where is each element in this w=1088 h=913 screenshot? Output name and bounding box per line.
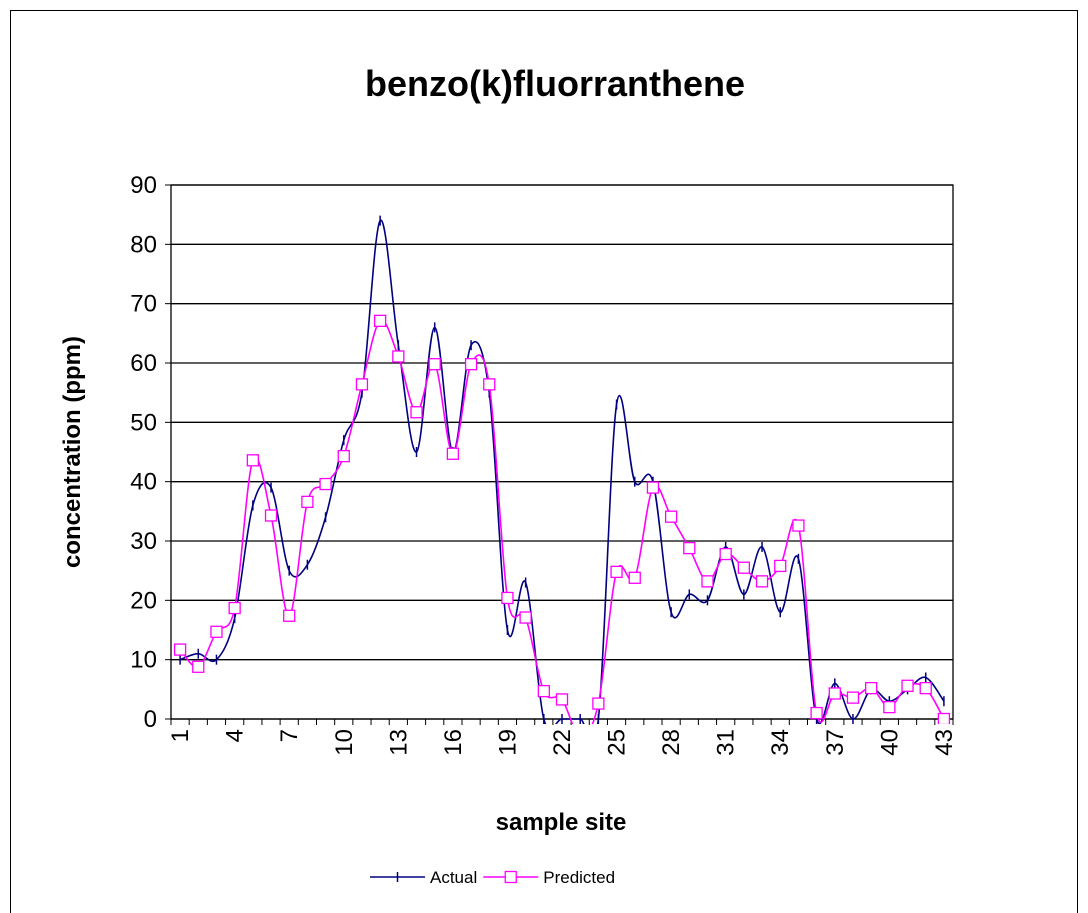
marker xyxy=(446,447,460,460)
marker xyxy=(792,519,805,532)
y-axis-label: concentration (ppm) xyxy=(59,336,86,568)
marker xyxy=(664,510,678,523)
y-tick-label: 80 xyxy=(130,231,157,258)
x-tick-label: 40 xyxy=(876,729,903,756)
marker xyxy=(592,697,605,710)
marker xyxy=(192,660,205,673)
x-tick-label: 37 xyxy=(822,729,849,756)
marker xyxy=(337,450,350,463)
marker xyxy=(865,681,878,695)
series-line xyxy=(179,219,945,724)
marker xyxy=(519,611,532,624)
marker xyxy=(755,575,769,588)
marker xyxy=(501,591,514,605)
marker xyxy=(901,679,914,692)
marker xyxy=(919,681,932,695)
marker xyxy=(392,350,405,363)
marker xyxy=(283,609,296,622)
plot-area xyxy=(171,185,953,719)
marker xyxy=(355,378,369,391)
marker xyxy=(301,495,314,508)
y-tick-label: 30 xyxy=(130,528,157,555)
marker xyxy=(210,625,223,638)
y-tick-label: 10 xyxy=(130,647,157,674)
marker xyxy=(537,684,550,698)
marker xyxy=(828,687,841,700)
plot-series xyxy=(173,215,951,724)
marker xyxy=(246,454,259,467)
marker xyxy=(610,565,623,579)
x-tick-label: 34 xyxy=(767,729,794,756)
marker xyxy=(555,693,569,706)
x-tick-label: 25 xyxy=(604,729,631,756)
marker xyxy=(937,712,951,724)
marker xyxy=(373,314,387,328)
x-tick-label: 43 xyxy=(931,729,958,756)
y-tick-label: 70 xyxy=(130,291,157,318)
x-tick-label: 7 xyxy=(276,729,303,742)
legend-label: Predicted xyxy=(543,868,615,887)
legend-marker xyxy=(504,870,517,884)
x-tick-label: 10 xyxy=(331,729,358,756)
y-tick-label: 50 xyxy=(130,409,157,436)
marker xyxy=(701,575,714,588)
marker xyxy=(846,691,860,704)
x-tick-label: 22 xyxy=(549,729,576,756)
x-tick-label: 1 xyxy=(167,729,194,742)
y-tick-label: 60 xyxy=(130,350,157,377)
x-tick-label: 13 xyxy=(385,729,412,756)
marker xyxy=(228,601,241,615)
marker xyxy=(883,700,896,714)
marker xyxy=(737,561,751,574)
chart-title: benzo(k)fluorranthene xyxy=(365,63,745,104)
marker xyxy=(683,541,696,555)
legend-label: Actual xyxy=(430,868,477,887)
x-tick-label: 4 xyxy=(222,729,249,742)
x-tick-label: 16 xyxy=(440,729,467,756)
marker xyxy=(464,358,478,371)
marker xyxy=(646,481,660,494)
marker xyxy=(410,406,423,419)
y-tick-label: 90 xyxy=(130,172,157,199)
x-tick-label: 31 xyxy=(713,729,740,756)
y-tick-label: 40 xyxy=(130,469,157,496)
x-tick-label: 28 xyxy=(658,729,685,756)
marker xyxy=(810,706,823,720)
marker xyxy=(628,571,641,584)
marker xyxy=(173,643,187,656)
marker xyxy=(719,547,732,561)
marker xyxy=(428,358,441,371)
marker xyxy=(264,509,278,522)
marker xyxy=(319,477,332,491)
y-tick-label: 0 xyxy=(144,706,157,733)
marker xyxy=(483,378,496,391)
x-tick-label: 19 xyxy=(494,729,521,756)
x-axis-label: sample site xyxy=(496,809,627,836)
y-tick-label: 20 xyxy=(130,587,157,614)
marker xyxy=(774,559,787,573)
